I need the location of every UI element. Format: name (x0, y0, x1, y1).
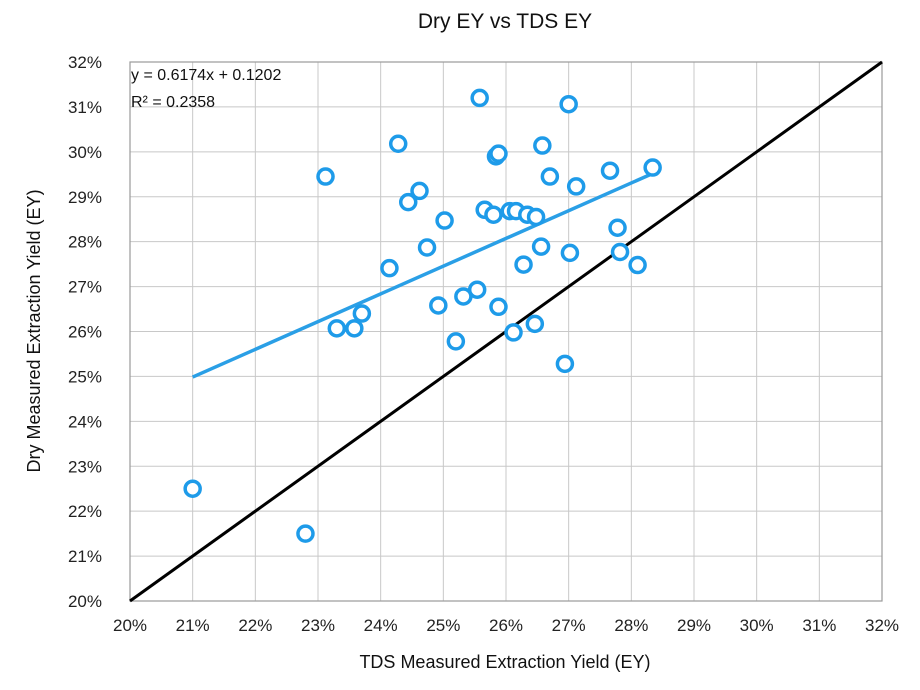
x-tick-label: 29% (677, 616, 711, 635)
data-point (327, 319, 347, 338)
data-point (526, 207, 546, 227)
data-point (352, 304, 372, 323)
y-tick-label: 31% (68, 98, 102, 117)
data-point (470, 88, 489, 108)
r-squared: R² = 0.2358 (131, 94, 215, 111)
trend-equation: y = 0.6174x + 0.1202 (131, 67, 281, 84)
data-point (380, 258, 399, 278)
y-tick-label: 23% (68, 457, 102, 476)
y-tick-label: 29% (68, 188, 102, 207)
x-axis-ticks: 20% 21% 22% 23% 24% 25% 26% 27% 28% 29% 30% 31% 32% (113, 616, 899, 635)
data-points (183, 88, 662, 543)
data-point (345, 319, 364, 338)
data-point (417, 238, 437, 257)
data-point (410, 181, 429, 201)
data-point (429, 296, 448, 315)
data-point (628, 255, 647, 275)
y-axis-label: Dry Measured Extraction Yield (EY) (24, 189, 44, 472)
data-point (525, 314, 545, 334)
data-point (504, 323, 523, 342)
data-point (388, 134, 408, 153)
y-tick-label: 21% (68, 547, 102, 566)
x-tick-label: 22% (238, 616, 272, 635)
y-tick-label: 28% (68, 233, 102, 252)
y-axis-ticks: 20% 21% 22% 23% 24% 25% 26% 27% 28% 29% 30% 31% 32% (68, 53, 102, 611)
data-point (435, 211, 454, 230)
data-point (484, 205, 503, 224)
x-tick-label: 26% (489, 616, 523, 635)
y-tick-label: 32% (68, 53, 102, 72)
x-axis-label: TDS Measured Extraction Yield (EY) (359, 652, 650, 672)
x-tick-label: 21% (176, 616, 210, 635)
data-point (489, 144, 508, 163)
trend-line (191, 170, 658, 379)
y-tick-label: 30% (68, 143, 102, 162)
x-tick-label: 20% (113, 616, 147, 635)
x-tick-label: 25% (426, 616, 460, 635)
data-point (560, 243, 580, 263)
data-point (467, 280, 487, 299)
x-tick-label: 30% (740, 616, 774, 635)
x-tick-label: 28% (614, 616, 648, 635)
chart-title: Dry EY vs TDS EY (418, 10, 592, 33)
x-tick-label: 31% (802, 616, 836, 635)
y-tick-label: 22% (68, 502, 102, 521)
x-tick-label: 27% (552, 616, 586, 635)
y-tick-label: 26% (68, 323, 102, 342)
data-point (610, 242, 630, 262)
y-tick-label: 24% (68, 412, 102, 431)
data-point (643, 158, 662, 177)
data-point (555, 354, 575, 374)
x-tick-label: 32% (865, 616, 899, 635)
data-point (559, 94, 578, 114)
data-point (531, 237, 551, 256)
data-point (316, 167, 335, 186)
x-tick-label: 23% (301, 616, 335, 635)
data-point (608, 218, 627, 237)
data-point (183, 479, 202, 498)
data-point (600, 161, 620, 180)
x-tick-label: 24% (364, 616, 398, 635)
data-point (296, 524, 315, 543)
data-point (514, 255, 533, 274)
data-point (398, 192, 418, 212)
y-tick-label: 25% (68, 367, 102, 386)
data-point (446, 332, 466, 351)
data-point (540, 167, 560, 186)
data-point (489, 297, 508, 317)
data-point (533, 136, 552, 155)
y-tick-label: 20% (68, 592, 102, 611)
y-tick-label: 27% (68, 278, 102, 297)
data-point (566, 177, 586, 196)
plot-frame (129, 61, 883, 602)
